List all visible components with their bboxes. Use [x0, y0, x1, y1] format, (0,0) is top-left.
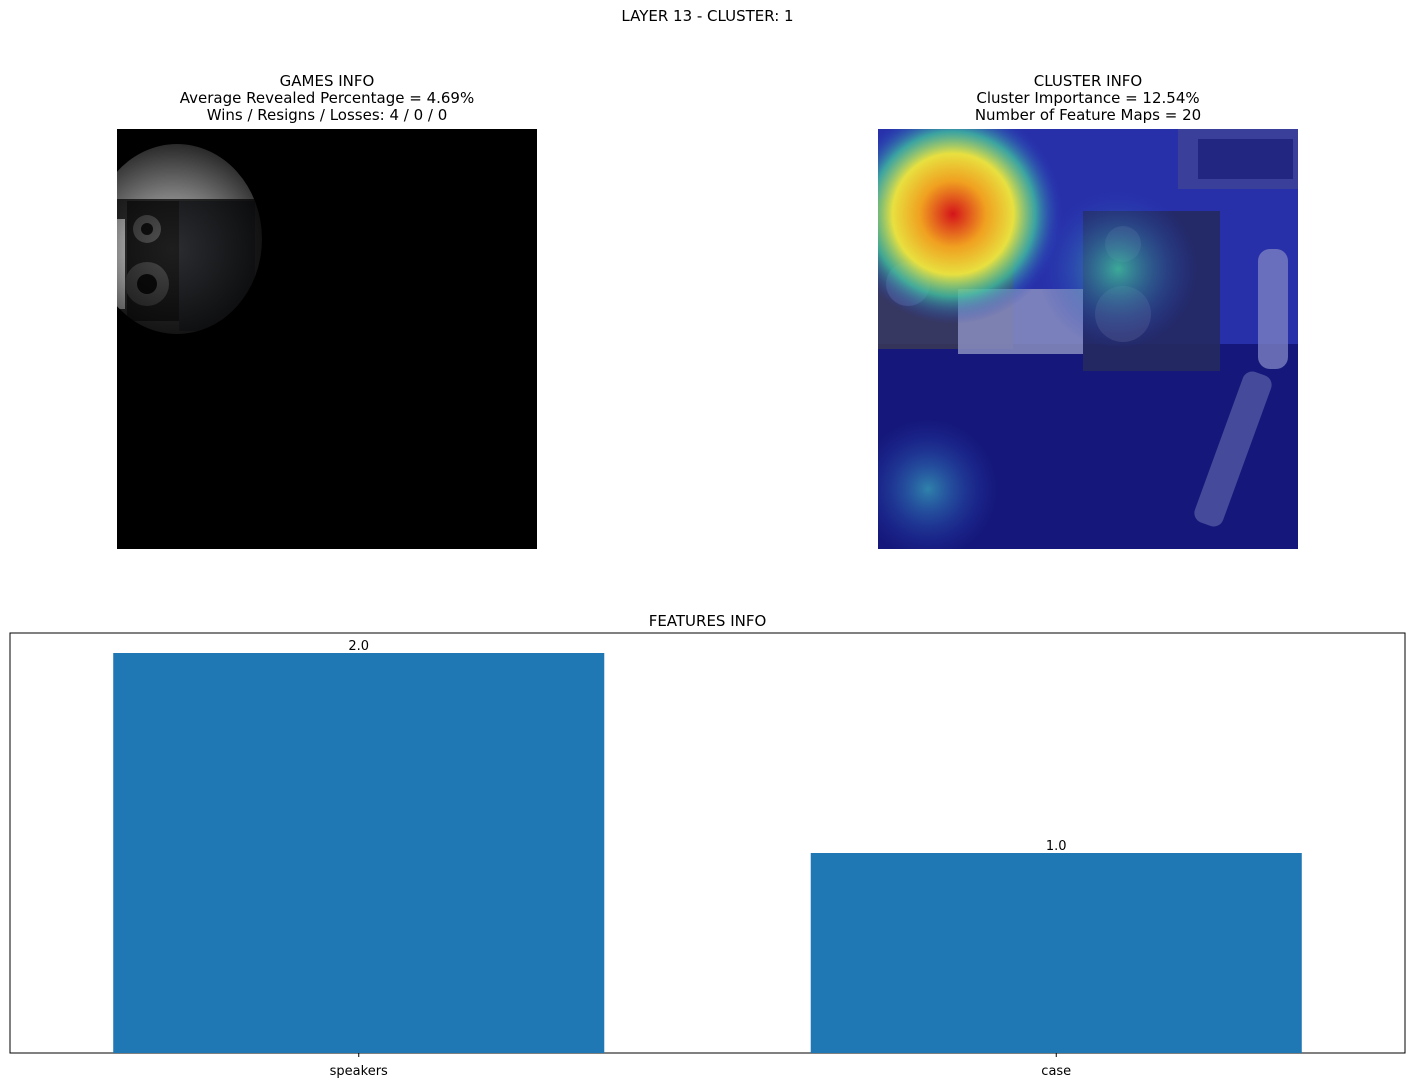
heatmap-image [878, 129, 1298, 549]
x-tick-label: case [1041, 1064, 1071, 1079]
plot-frame [9, 632, 1406, 1054]
bar-speakers [113, 653, 605, 1053]
cluster-importance: Cluster Importance = 12.54% [976, 89, 1200, 107]
games-info-title: GAMES INFO Average Revealed Percentage =… [117, 73, 537, 124]
cluster-info-title: CLUSTER INFO Cluster Importance = 12.54%… [878, 73, 1298, 124]
x-tick-label: speakers [330, 1064, 388, 1079]
revealed-speaker-image [117, 129, 537, 549]
number-of-feature-maps: Number of Feature Maps = 20 [974, 106, 1202, 124]
figure-title: LAYER 13 - CLUSTER: 1 [621, 7, 794, 25]
average-revealed-percentage: Average Revealed Percentage = 4.69% [179, 89, 475, 107]
bar-value-label: 1.0 [1046, 839, 1067, 854]
wins-resigns-losses: Wins / Resigns / Losses: 4 / 0 / 0 [206, 106, 448, 124]
bar-case [810, 853, 1302, 1053]
cluster-info-heading: CLUSTER INFO [1033, 72, 1143, 90]
revealed-image [117, 129, 537, 549]
bar-value-label: 2.0 [348, 639, 369, 654]
features-chart-title: FEATURES INFO [648, 612, 767, 630]
cluster-heatmap-overlay [878, 129, 1298, 549]
games-info-heading: GAMES INFO [279, 72, 375, 90]
